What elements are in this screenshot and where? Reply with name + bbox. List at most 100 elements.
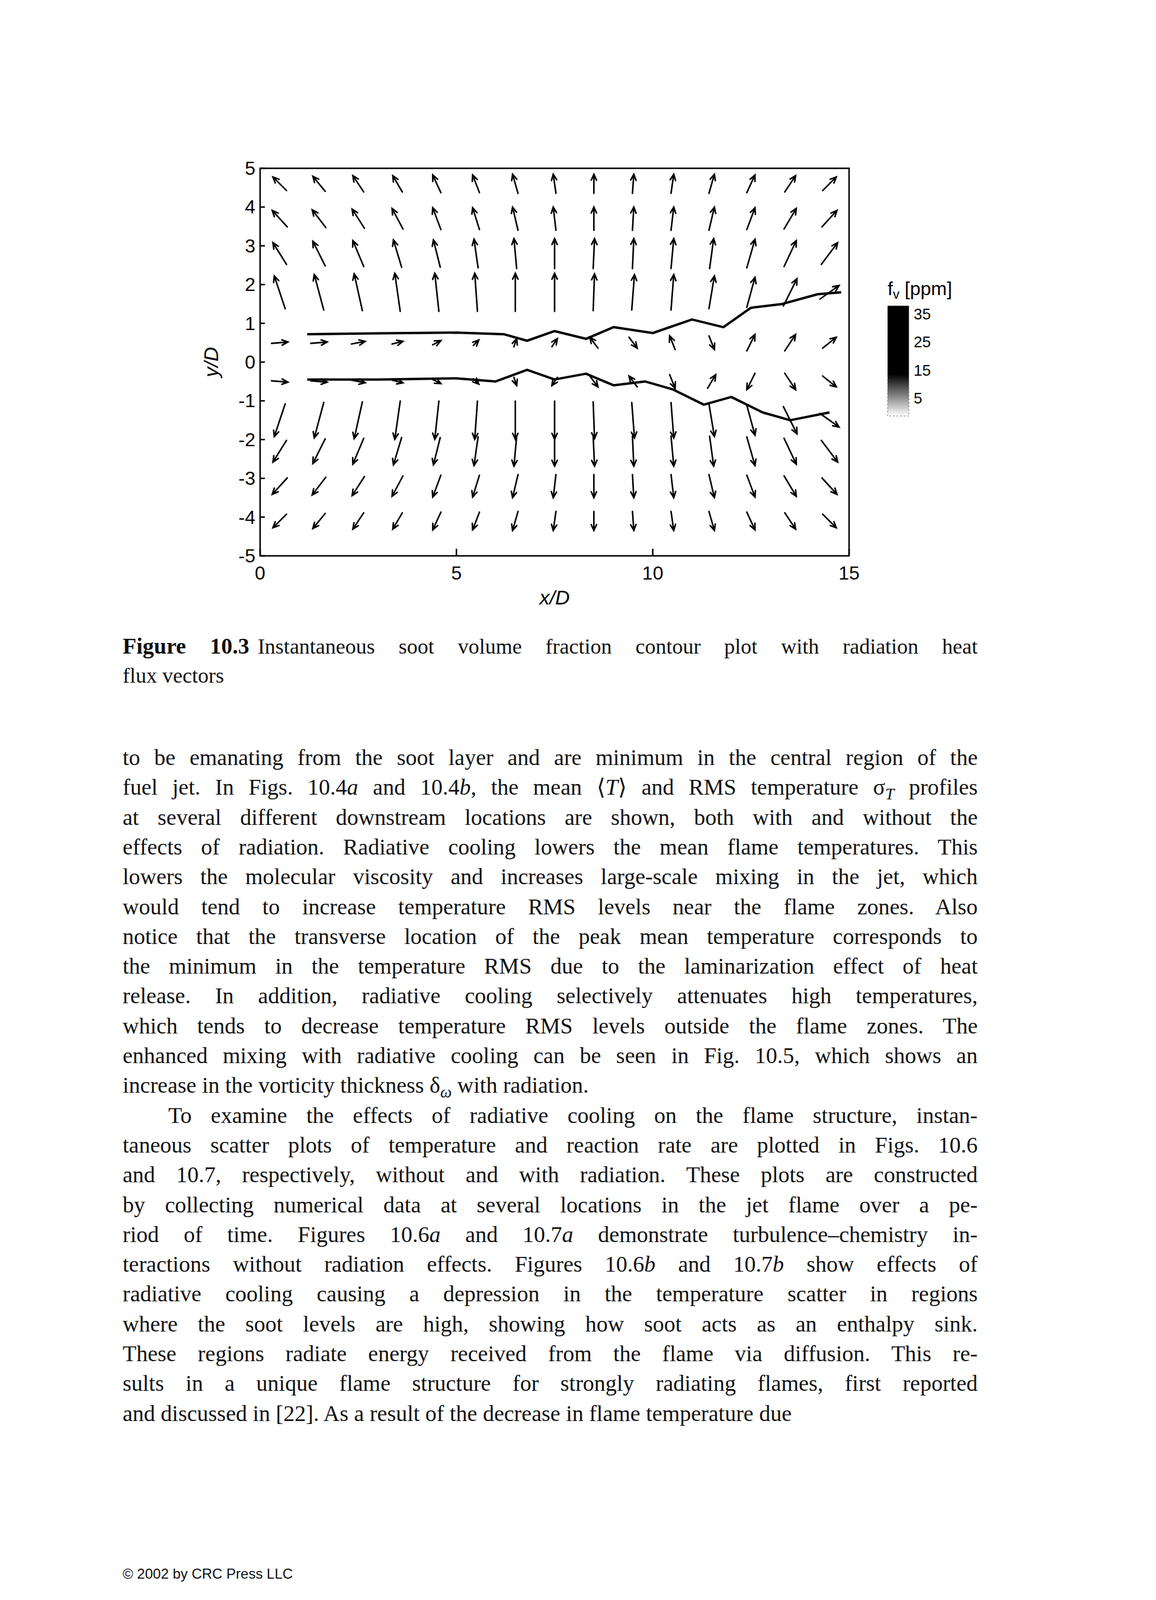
flux-vector (670, 274, 677, 310)
flux-vector (273, 177, 287, 191)
caption-line: flux vectors (122, 660, 978, 691)
flux-vector (392, 378, 403, 384)
italic: b (644, 1251, 656, 1277)
y-tick (260, 439, 265, 441)
y-tick (260, 245, 265, 248)
body-line: lowers the molecular viscosity and incre… (122, 861, 978, 892)
flux-vector (313, 274, 325, 310)
flux-vector (432, 207, 442, 230)
colorbar-label: fv [ppm] (887, 277, 953, 302)
y-tick (260, 555, 265, 557)
flux-vector (709, 276, 717, 309)
flux-vector (472, 273, 478, 312)
flux-vector (432, 174, 441, 193)
flux-vector (821, 440, 838, 463)
flux-vector (669, 335, 676, 350)
footer: © 2002 by CRC Press LLC (122, 1565, 293, 1583)
flux-vector (589, 376, 598, 387)
flux-vector (512, 377, 518, 386)
y-tick-label: -5 (238, 545, 256, 567)
y-tick-label: -4 (238, 506, 256, 528)
flux-vector (551, 207, 557, 231)
flux-vector (670, 402, 677, 438)
body-line: would tend to increase temperature RMS l… (122, 891, 978, 922)
flux-vector (512, 273, 518, 312)
flux-vector (821, 210, 837, 227)
y-tick-label: 0 (244, 351, 256, 373)
body-line: taneous scatter plots of temperature and… (122, 1129, 978, 1160)
flux-vector (746, 334, 755, 352)
flux-vector (472, 174, 480, 193)
text-run: increase in the vorticity thickness δ (122, 1072, 441, 1098)
text-run: teractions without radiation effects. Fi… (122, 1251, 645, 1277)
subscript: T (885, 785, 895, 804)
flux-vector (670, 207, 677, 231)
x-tick (455, 548, 458, 556)
flux-vector (746, 511, 755, 530)
y-axis-label: y/D (199, 347, 223, 379)
caption-text: Instantaneous soot volume fraction conto… (257, 634, 978, 659)
y-tick (260, 361, 265, 364)
y-tick (260, 283, 265, 286)
flux-vector (312, 476, 326, 495)
x-axis-label: x/D (538, 585, 571, 609)
y-tick-label: -3 (238, 467, 256, 489)
flux-vector (746, 373, 755, 390)
flux-vector (392, 208, 403, 230)
colorbar-label-part: [ppm] (899, 277, 953, 300)
text-run: and 10.7 (655, 1251, 773, 1277)
flux-vector (352, 438, 364, 465)
flux-vector (312, 241, 326, 266)
flux-vector (709, 207, 716, 231)
flux-vector (351, 476, 365, 496)
page: {"chart_data": {"type": "vector_field", … (0, 0, 1156, 1600)
flux-vector (783, 208, 797, 230)
flux-vector (392, 175, 403, 192)
body-line: enhanced mixing with radiative cooling c… (122, 1040, 978, 1071)
flux-vector (670, 174, 676, 194)
text-run: with radiation. (451, 1072, 589, 1098)
flux-vector (432, 511, 441, 530)
flux-vector (472, 239, 479, 268)
flux-vector (591, 511, 597, 531)
text-run: fuel jet. In Figs. 10.4 (122, 774, 348, 800)
flux-vector (783, 438, 797, 465)
colorbar-tick-label: 5 (913, 389, 922, 408)
flux-vector (273, 276, 286, 309)
italic: T (605, 774, 618, 800)
flux-vector (670, 511, 676, 531)
colorbar-tick-label: 25 (913, 332, 931, 351)
soot-contour (307, 292, 842, 341)
flux-vector (629, 337, 638, 348)
flux-vector (511, 238, 518, 270)
flux-vector (432, 437, 441, 465)
flux-vector (511, 511, 519, 531)
flux-vector (822, 376, 837, 387)
flux-vector (273, 514, 287, 528)
y-tick-label: 5 (244, 157, 256, 179)
y-tick (260, 477, 265, 480)
flux-vector (820, 413, 840, 428)
x-tick-label: 5 (450, 562, 462, 584)
body-line: and 10.7, respectively, without and with… (122, 1159, 978, 1190)
x-tick (651, 548, 654, 556)
text-run: riod of time. Figures 10.6 (122, 1221, 430, 1247)
flux-vector (746, 207, 756, 230)
flux-vector (821, 242, 838, 265)
flux-vector (273, 404, 286, 437)
flux-vector (432, 475, 442, 498)
flux-vector (552, 273, 558, 312)
flux-vector (272, 210, 288, 227)
flux-vector (589, 337, 598, 348)
text-run: profiles (894, 774, 978, 800)
flux-vector (392, 340, 403, 346)
flux-vector (591, 238, 598, 270)
subscript: ω (440, 1083, 452, 1102)
x-tick-label: 10 (642, 562, 664, 584)
text-run: ⟩ and RMS temperature σ (617, 774, 886, 800)
flux-vector (746, 277, 757, 308)
flux-vector (746, 405, 757, 436)
body-line: fuel jet. In Figs. 10.4a and 10.4b, the … (122, 772, 978, 802)
flux-vector (709, 404, 717, 437)
flux-vector (352, 240, 364, 267)
